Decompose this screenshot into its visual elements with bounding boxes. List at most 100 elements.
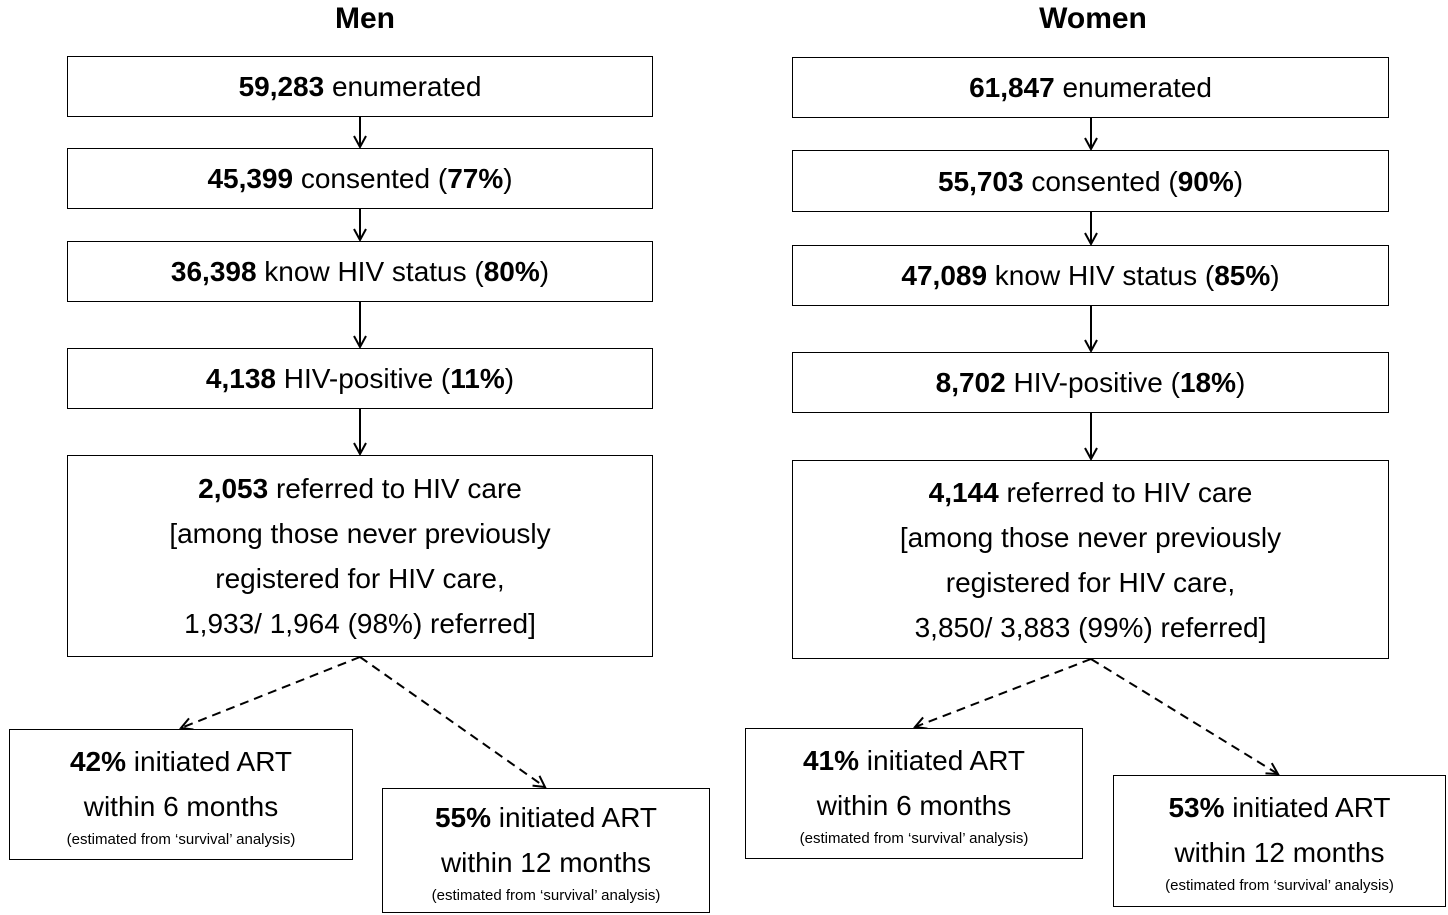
- text: initiated ART: [859, 744, 1026, 776]
- outcome-box: 53% initiated ART within 12 months (estima…: [1113, 775, 1446, 907]
- text-line: 47,089 know HIV status (85%): [901, 253, 1279, 298]
- text-line: within 12 months: [441, 840, 651, 885]
- text-line: 59,283 enumerated: [239, 64, 482, 109]
- bold-text: 2,053: [198, 473, 269, 504]
- bold-text: 11%: [450, 363, 505, 394]
- dashed-arrow: [915, 658, 1092, 727]
- outcome-box: 41% initiated ART within 6 months (estimat…: [745, 728, 1083, 859]
- text-line: 1,933/ 1,964 (98%) referred]: [184, 601, 536, 646]
- bold-text: 85%: [1214, 260, 1271, 291]
- text-line: 55% initiated ART: [435, 795, 657, 840]
- bold-text: 55%: [434, 801, 491, 833]
- text: within 6 months: [816, 789, 1012, 821]
- dashed-arrow: [181, 656, 361, 728]
- bold-text: 41%: [802, 744, 859, 776]
- flow-box: 8,702 HIV-positive (18%): [792, 352, 1389, 413]
- outcome-box: 42% initiated ART within 6 months (estimat…: [9, 729, 353, 860]
- note: (estimated from ‘survival’ analysis): [799, 829, 1029, 847]
- text: consented (: [293, 163, 448, 194]
- text-line: 53% initiated ART: [1168, 785, 1390, 830]
- bold-text: 61,847: [969, 72, 1055, 103]
- outcome-box: 55% initiated ART within 12 months (estima…: [382, 788, 710, 913]
- text-line: 42% initiated ART: [70, 739, 292, 784]
- text: referred to HIV care: [268, 473, 522, 504]
- text-line: 45,399 consented (77%): [207, 156, 512, 201]
- column-title: Women: [1039, 2, 1147, 35]
- bold-text: 55,703: [937, 165, 1024, 197]
- text-line: within 6 months: [84, 784, 279, 829]
- dashed-arrow: [359, 656, 545, 787]
- text: know HIV status (: [256, 256, 484, 287]
- text: initiated ART: [126, 745, 293, 777]
- column-title: Men: [335, 2, 395, 35]
- bold-text: 18%: [1179, 367, 1237, 398]
- text: within 12 months: [1174, 837, 1385, 868]
- text-line: within 12 months: [1174, 830, 1384, 875]
- text: within 12 months: [440, 846, 652, 878]
- flow-box: 61,847 enumerated: [792, 57, 1389, 118]
- text: ): [1270, 260, 1280, 291]
- text-line: 2,053 referred to HIV care: [198, 466, 522, 511]
- note: (estimated from ‘survival’ analysis): [66, 830, 296, 848]
- flow-box: 55,703 consented (90%): [792, 150, 1389, 212]
- bold-text: 90%: [1177, 165, 1234, 197]
- text: ): [503, 163, 513, 194]
- bold-text: 59,283: [238, 71, 325, 102]
- text-line: 4,138 HIV-positive (11%): [206, 356, 514, 401]
- text: ): [504, 363, 515, 394]
- text: enumerated: [1054, 72, 1212, 103]
- text-line: [among those never previously: [900, 515, 1281, 560]
- text-line: 41% initiated ART: [803, 738, 1025, 783]
- dashed-arrow: [1090, 658, 1278, 774]
- text: registered for HIV care,: [215, 563, 505, 594]
- text: referred to HIV care: [998, 476, 1253, 508]
- text: 3,850/ 3,883 (99%) referred]: [914, 611, 1267, 643]
- text-line: 3,850/ 3,883 (99%) referred]: [915, 605, 1267, 650]
- flow-box: 4,138 HIV-positive (11%): [67, 348, 653, 409]
- note: (estimated from ‘survival’ analysis): [1165, 877, 1394, 894]
- text: ): [1233, 165, 1244, 197]
- bold-text: 4,144: [928, 476, 999, 508]
- flow-box: 45,399 consented (77%): [67, 148, 653, 209]
- text-line: [among those never previously: [169, 511, 550, 556]
- text: know HIV status (: [987, 260, 1215, 291]
- bold-text: 77%: [447, 163, 504, 194]
- text-line: 55,703 consented (90%): [938, 159, 1243, 204]
- bold-text: 36,398: [170, 256, 257, 287]
- text: ): [1236, 367, 1246, 398]
- flow-box: 36,398 know HIV status (80%): [67, 241, 653, 302]
- bold-text: 8,702: [935, 367, 1006, 398]
- text: initiated ART: [491, 801, 658, 833]
- text-line: 36,398 know HIV status (80%): [171, 249, 549, 294]
- flow-box: 47,089 know HIV status (85%): [792, 245, 1389, 306]
- flow-box: 2,053 referred to HIV care [among those n…: [67, 455, 653, 657]
- bold-text: 53%: [1168, 792, 1225, 823]
- text-line: 8,702 HIV-positive (18%): [936, 360, 1246, 405]
- text: ): [539, 256, 550, 287]
- text-line: registered for HIV care,: [946, 560, 1235, 605]
- text: registered for HIV care,: [945, 566, 1236, 598]
- flow-box: 4,144 referred to HIV care [among those n…: [792, 460, 1389, 659]
- text: [among those never previously: [899, 521, 1282, 553]
- text-line: within 6 months: [817, 783, 1012, 828]
- text-line: registered for HIV care,: [215, 556, 504, 601]
- text: [among those never previously: [169, 518, 551, 549]
- text: initiated ART: [1224, 792, 1391, 823]
- text: within 6 months: [83, 790, 279, 822]
- flow-box: 59,283 enumerated: [67, 56, 653, 117]
- text: 1,933/ 1,964 (98%) referred]: [184, 608, 536, 639]
- bold-text: 42%: [69, 745, 126, 777]
- text-line: 61,847 enumerated: [969, 65, 1212, 110]
- text: HIV-positive (: [275, 363, 451, 394]
- text: HIV-positive (: [1005, 367, 1180, 398]
- text: consented (: [1023, 165, 1178, 197]
- note: (estimated from ‘survival’ analysis): [431, 886, 661, 904]
- text-line: 4,144 referred to HIV care: [929, 470, 1253, 515]
- text: enumerated: [324, 71, 482, 102]
- bold-text: 45,399: [207, 163, 294, 194]
- bold-text: 47,089: [901, 260, 988, 291]
- bold-text: 4,138: [205, 363, 276, 394]
